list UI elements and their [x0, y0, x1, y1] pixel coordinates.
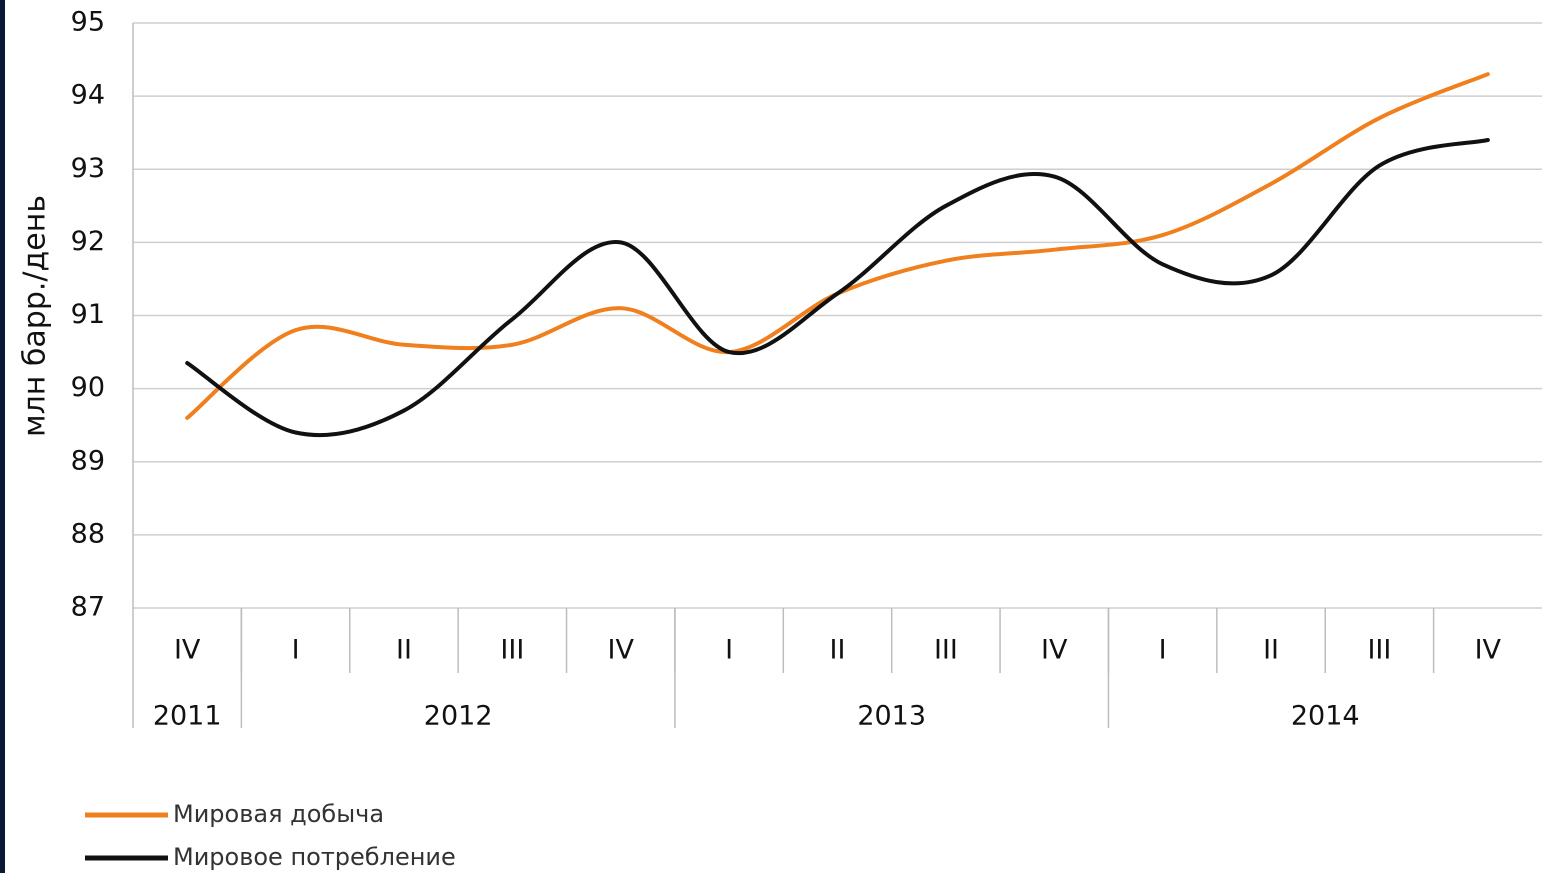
y-tick-label: 94 [71, 80, 105, 111]
y-tick-label: 87 [71, 592, 105, 623]
y-tick-label: 93 [71, 153, 105, 184]
x-tick-label: I [1159, 635, 1167, 666]
legend-label: Мировое потребление [173, 843, 456, 871]
x-tick-label: III [934, 635, 958, 666]
legend-label: Мировая добыча [173, 800, 384, 828]
x-tick-label: II [1263, 635, 1279, 666]
x-tick-label: IV [608, 635, 635, 666]
y-axis-label: млн барр./день [18, 195, 53, 437]
y-tick-label: 95 [71, 7, 105, 38]
group-label: 2012 [424, 701, 493, 732]
x-tick-label: II [830, 635, 846, 666]
group-label: 2011 [153, 701, 222, 732]
y-tick-label: 91 [71, 299, 105, 330]
x-tick-label: IV [174, 635, 201, 666]
x-tick-label: IV [1041, 635, 1068, 666]
x-tick-label: III [500, 635, 524, 666]
left-border [0, 0, 5, 873]
x-tick-label: I [725, 635, 733, 666]
x-tick-label: IV [1475, 635, 1502, 666]
x-tick-label: II [396, 635, 412, 666]
y-tick-label: 88 [71, 518, 105, 549]
x-tick-label: I [292, 635, 300, 666]
x-tick-label: III [1367, 635, 1391, 666]
group-label: 2013 [857, 701, 926, 732]
y-tick-label: 90 [71, 372, 105, 403]
series-line [185, 138, 1490, 438]
group-label: 2014 [1291, 701, 1360, 732]
series-line [185, 72, 1490, 420]
y-tick-label: 89 [71, 445, 105, 476]
y-tick-label: 92 [71, 226, 105, 257]
